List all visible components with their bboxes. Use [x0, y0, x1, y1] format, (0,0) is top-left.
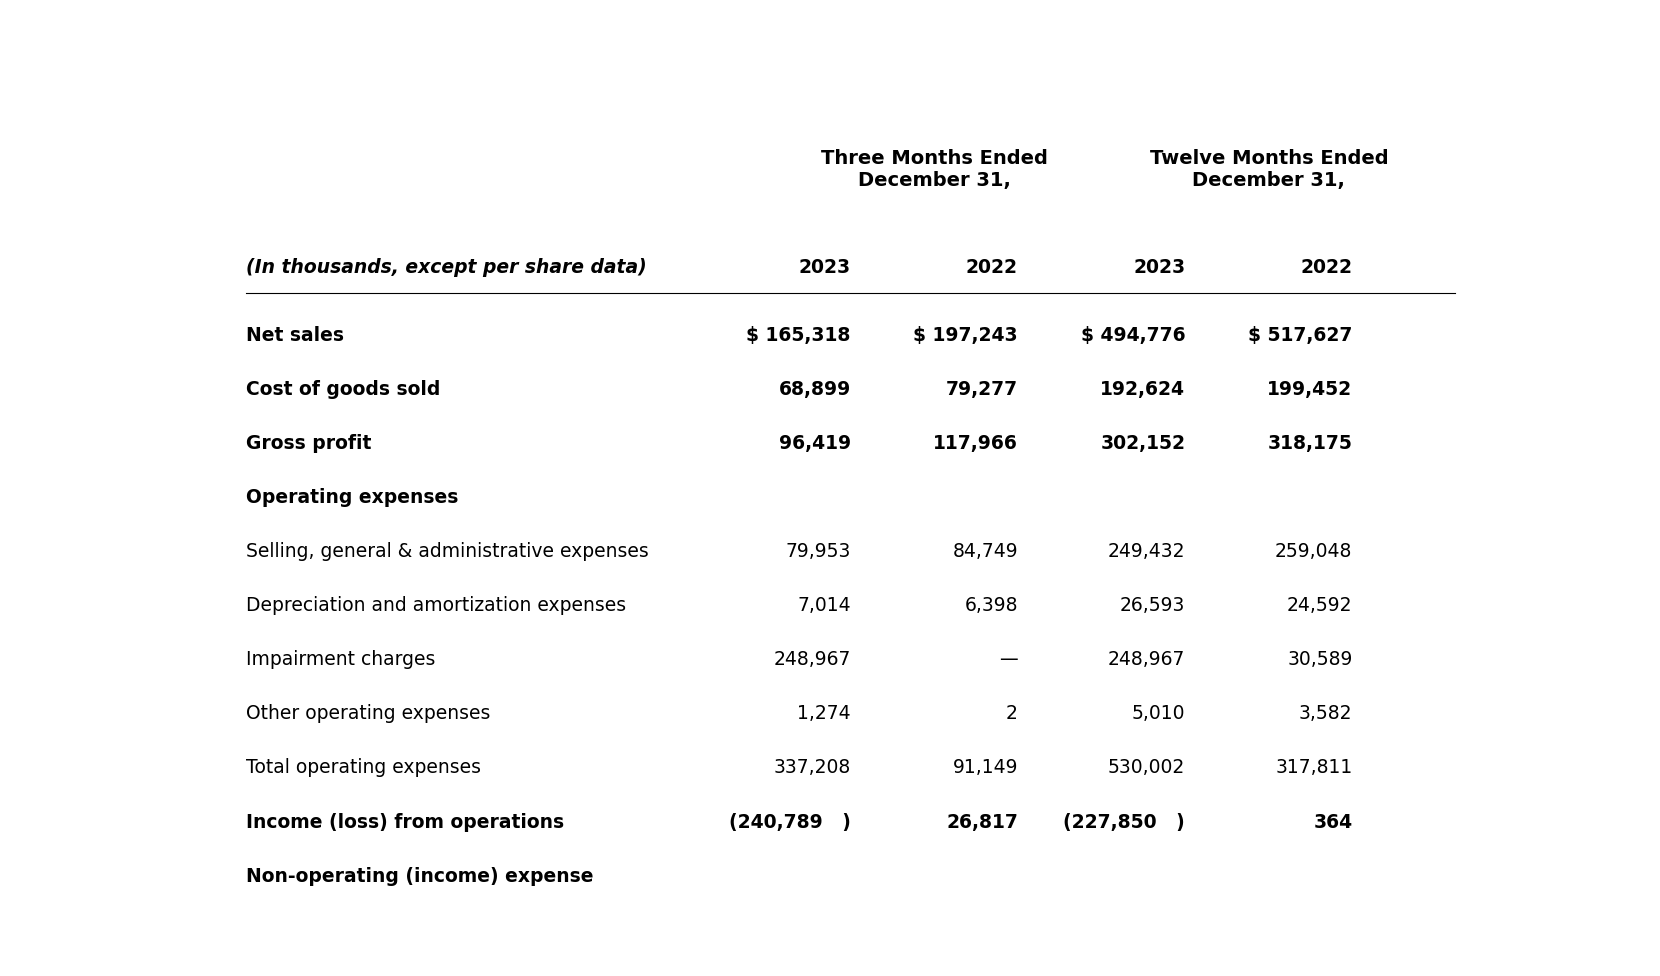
Text: 68,899: 68,899	[779, 380, 852, 398]
Text: Three Months Ended
December 31,: Three Months Ended December 31,	[822, 149, 1047, 190]
Text: 79,277: 79,277	[946, 380, 1018, 398]
Text: 199,452: 199,452	[1267, 380, 1353, 398]
Text: 2022: 2022	[966, 258, 1018, 277]
Text: $ 165,318: $ 165,318	[747, 326, 852, 345]
Text: Other operating expenses: Other operating expenses	[246, 705, 490, 723]
Text: 248,967: 248,967	[1107, 650, 1185, 670]
Text: 259,048: 259,048	[1275, 542, 1353, 561]
Text: Income (loss) from operations: Income (loss) from operations	[246, 813, 564, 832]
Text: 2: 2	[1006, 705, 1018, 723]
Text: 337,208: 337,208	[774, 758, 852, 778]
Text: 96,419: 96,419	[779, 433, 852, 453]
Text: Cost of goods sold: Cost of goods sold	[246, 380, 440, 398]
Text: 2022: 2022	[1300, 258, 1353, 277]
Text: 117,966: 117,966	[933, 433, 1018, 453]
Text: 248,967: 248,967	[774, 650, 852, 670]
Text: 91,149: 91,149	[953, 758, 1018, 778]
Text: 6,398: 6,398	[964, 596, 1018, 615]
Text: Depreciation and amortization expenses: Depreciation and amortization expenses	[246, 596, 626, 615]
Text: 7,014: 7,014	[797, 596, 852, 615]
Text: Impairment charges: Impairment charges	[246, 650, 435, 670]
Text: (In thousands, except per share data): (In thousands, except per share data)	[246, 258, 647, 277]
Text: (240,789   ): (240,789 )	[729, 813, 852, 832]
Text: 30,589: 30,589	[1286, 650, 1353, 670]
Text: Net sales: Net sales	[246, 326, 344, 345]
Text: $ 494,776: $ 494,776	[1081, 326, 1185, 345]
Text: Gross profit: Gross profit	[246, 433, 372, 453]
Text: 24,592: 24,592	[1286, 596, 1353, 615]
Text: 5,010: 5,010	[1132, 705, 1185, 723]
Text: 3,582: 3,582	[1300, 705, 1353, 723]
Text: 79,953: 79,953	[785, 542, 852, 561]
Text: 318,175: 318,175	[1268, 433, 1353, 453]
Text: 249,432: 249,432	[1107, 542, 1185, 561]
Text: Operating expenses: Operating expenses	[246, 488, 458, 507]
Text: Twelve Months Ended
December 31,: Twelve Months Ended December 31,	[1149, 149, 1388, 190]
Text: 2023: 2023	[798, 258, 852, 277]
Text: 364: 364	[1313, 813, 1353, 832]
Text: 317,811: 317,811	[1275, 758, 1353, 778]
Text: (227,850   ): (227,850 )	[1064, 813, 1185, 832]
Text: $ 517,627: $ 517,627	[1248, 326, 1353, 345]
Text: 1,274: 1,274	[797, 705, 852, 723]
Text: Selling, general & administrative expenses: Selling, general & administrative expens…	[246, 542, 649, 561]
Text: 302,152: 302,152	[1101, 433, 1185, 453]
Text: 530,002: 530,002	[1107, 758, 1185, 778]
Text: Total operating expenses: Total operating expenses	[246, 758, 481, 778]
Text: 2023: 2023	[1134, 258, 1185, 277]
Text: $ 197,243: $ 197,243	[913, 326, 1018, 345]
Text: 26,817: 26,817	[946, 813, 1018, 832]
Text: Non-operating (income) expense: Non-operating (income) expense	[246, 867, 594, 885]
Text: 84,749: 84,749	[953, 542, 1018, 561]
Text: —: —	[999, 650, 1018, 670]
Text: 192,624: 192,624	[1101, 380, 1185, 398]
Text: 26,593: 26,593	[1120, 596, 1185, 615]
